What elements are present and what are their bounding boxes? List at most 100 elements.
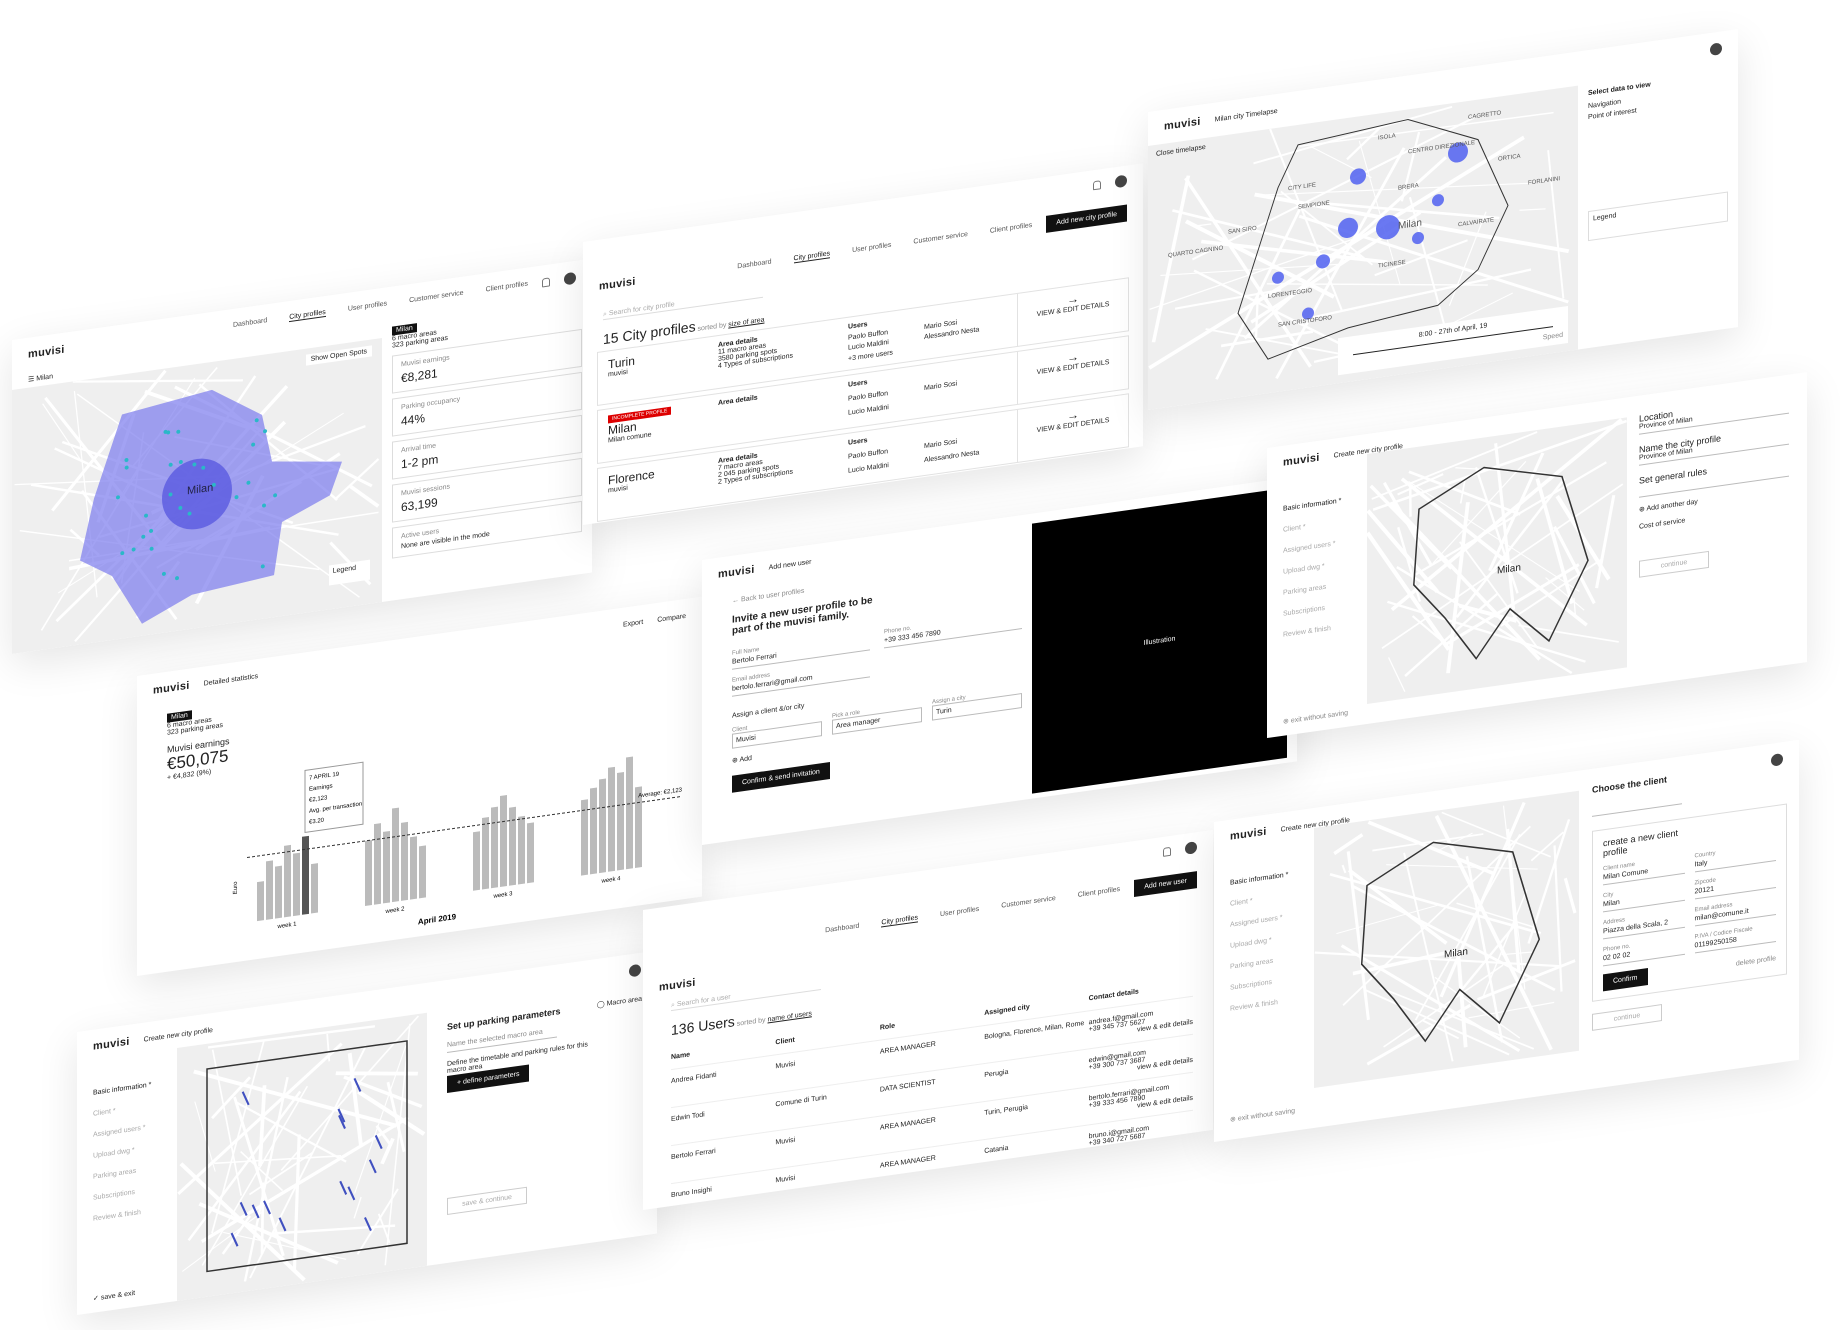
client-screen: muvisi Create new city profile Basic info… [1214,739,1799,1142]
road [1519,208,1546,211]
road [1458,603,1518,623]
bell [1163,846,1171,857]
road [356,1188,399,1255]
map-graphic [14,367,380,643]
road [1367,509,1439,594]
road [1388,657,1406,693]
parking-screen: muvisi Create new city profile Basic info… [77,950,657,1315]
brand: muvisi [1283,451,1320,469]
road [182,1211,263,1272]
road [1196,223,1212,227]
details-title: Area details [718,394,758,408]
cell-client: Comune di Turin [775,1094,827,1109]
span[interactable]: Back to user profiles [740,587,805,604]
span[interactable]: Add another day [1646,498,1698,513]
list: Basic information * Client * Assigned user… [93,1082,151,1223]
list-item: Client * [1230,897,1253,908]
spot [251,442,256,447]
list: Basic information * Client * Assigned user… [1283,498,1341,639]
cell-client: Muvisi [775,1060,796,1071]
cell-city: Perugia [984,1068,1009,1080]
road [1501,951,1534,956]
div[interactable]: save & continue [447,1186,527,1215]
form-field: Address Piazza della Scala, 2 [1603,908,1685,940]
spot [246,480,251,485]
tooltip-text: Earnings [309,784,333,793]
road [1149,236,1358,310]
users-screen: Dashboard City profiles User profiles Custo… [643,829,1213,1210]
parking-segment [347,1186,356,1201]
parking-segment [278,1217,287,1232]
btn[interactable]: Add new user [1134,870,1197,897]
list-item: Client profiles [485,280,528,294]
road [249,1151,314,1196]
span[interactable]: Add [739,754,752,764]
city-name-col: INCOMPLETE PROFILE Milan Milan comune [598,395,708,462]
muted: ⊗ exit without saving [1230,1107,1296,1124]
span[interactable]: exit without saving [1290,709,1349,725]
map [177,1012,427,1301]
div[interactable]: continue [1639,550,1709,578]
span: Macro area [606,995,642,1008]
list-item: City profiles [793,250,831,264]
parking-segment [338,1114,346,1130]
road [1400,131,1421,202]
location-form: Location Province of Milan Name the city… [1639,393,1789,578]
road [1346,126,1382,161]
road [1253,105,1453,165]
map-graphic [1148,105,1570,380]
road [1386,600,1586,663]
spot [124,465,129,470]
field-label: Country [1694,850,1716,860]
btn[interactable]: Add new city profile [1046,204,1127,233]
bar [581,799,588,876]
action[interactable]: → VIEW & EDIT DETAILS [1017,278,1128,347]
action[interactable]: → VIEW & EDIT DETAILS [1017,336,1128,405]
span: Illustration [1143,634,1176,647]
btn[interactable]: Confirm & send invitation [732,762,830,793]
bar [635,786,642,869]
span[interactable]: exit without saving [1237,1107,1296,1123]
span[interactable]: save & exit [100,1289,136,1302]
avatar [1710,42,1722,57]
road [201,1085,309,1266]
earnings-chart: week 1 week 2 week 3 week 4 Average: €2,123 A… [233,756,683,930]
map: Close timelapse ISOLA CENTRO DIREZIONALE C… [1148,85,1578,410]
select: Assign a city Turin [932,687,1022,721]
road [177,1042,343,1196]
road [1461,922,1518,990]
road [1465,855,1504,1043]
cell-city: Bologna, Florence, Milan, Rome [984,1019,1085,1042]
muted[interactable]: delete profile [1735,955,1776,968]
road [193,1069,398,1128]
bar [383,830,390,904]
div[interactable]: continue [1592,1004,1662,1031]
road [1151,175,1191,343]
muted: Speed [1542,331,1563,342]
list-item: Review & finish [1230,999,1278,1013]
road [1379,986,1535,1050]
road [1381,483,1624,650]
spot [120,551,125,556]
bubble [1376,215,1400,240]
cell-role: AREA MANAGER [879,1040,936,1056]
field-label: Full Name [732,646,760,657]
bubble [1338,217,1358,238]
spot [254,418,259,423]
spot [262,503,267,508]
average-label: Average: €2,123 [638,787,682,799]
road [1408,481,1580,592]
road [1518,624,1619,643]
cell-name: Bertolo Ferrari [671,1147,716,1162]
road [1382,481,1433,567]
road [1269,128,1343,311]
road [1422,1019,1460,1040]
action[interactable]: → VIEW & EDIT DETAILS [1017,394,1128,463]
form-field: Zipcode 20121 [1694,869,1776,900]
road [222,1231,347,1260]
timelapse-screen: muvisi Milan city Timelapse Close timelap… [1148,29,1738,411]
statistics-screen: muvisi Detailed statistics Export Compare M… [137,596,702,976]
road [349,484,380,508]
list-item: Parking areas [93,1167,137,1181]
